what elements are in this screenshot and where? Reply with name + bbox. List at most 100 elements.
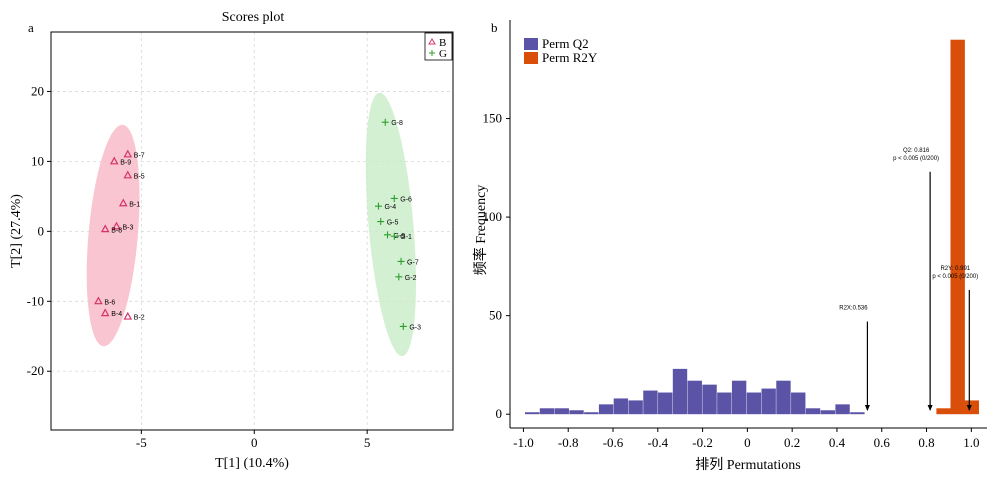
data-point-G-7: G-7 <box>397 257 419 266</box>
legend-item-G: G <box>429 48 447 60</box>
point-marker <box>384 231 392 239</box>
y-tick-label: -20 <box>27 363 44 378</box>
data-point-G-8: G-8 <box>381 118 403 127</box>
legend-item-B: B <box>428 37 446 49</box>
data-point-B-5: B-5 <box>123 170 145 180</box>
chart-a-points: B-7B-9B-5B-1B-3B-8B-6B-4 B-2G-8G-6G-4G-5G… <box>94 118 421 331</box>
annotation-arrow-head <box>927 405 933 411</box>
legend-label: Perm Q2 <box>542 36 589 51</box>
point-marker <box>377 218 385 226</box>
bar-perm-q2 <box>731 380 747 415</box>
chart-b-x-axis-ticks: -1.0 -0.8 -0.6 -0.4 -0.2 0 0.2 0.4 0.6 0.8 1.0 <box>513 428 979 450</box>
annotation-arrow-head <box>966 405 972 411</box>
chart-a-legend: BG <box>424 32 453 61</box>
bar-perm-q2 <box>525 412 540 415</box>
point-label: B-1 <box>129 201 140 208</box>
point-marker <box>390 194 398 202</box>
chart-b-y-axis-label: 频率 Frequency <box>472 185 489 276</box>
chart-a-legend-box <box>424 32 453 61</box>
legend-label: G <box>439 48 447 60</box>
bar-perm-q2 <box>584 412 599 415</box>
bar-perm-q2 <box>598 404 614 415</box>
ellipse-group-G <box>365 92 417 356</box>
chart-a-title: Scores plot <box>222 10 285 25</box>
chart-a-y-axis-ticks: 20 10 0 -10 -20 <box>27 83 51 378</box>
bar-perm-q2 <box>702 384 717 415</box>
bar-perm-q2 <box>628 400 643 415</box>
x-tick-label: 0.8 <box>918 435 934 450</box>
legend-marker <box>428 38 436 45</box>
data-point-B-1: B-1 <box>118 198 140 208</box>
point-label: B-3 <box>122 224 133 231</box>
bar-perm-r2y <box>936 408 951 415</box>
y-tick-label: 100 <box>483 209 503 224</box>
annotation-text: p < 0.005 (0/200) <box>932 274 978 280</box>
data-point-B-3: B-3 <box>112 221 133 231</box>
annotation-text: p < 0.005 (0/200) <box>893 156 939 162</box>
bar-perm-q2 <box>672 368 688 415</box>
bar-perm-q2 <box>776 380 791 415</box>
point-label: B-4 <box>111 311 122 318</box>
bar-perm-q2 <box>746 392 762 415</box>
bar-perm-q2 <box>554 408 569 415</box>
data-point-G-1: G-1 <box>390 232 412 241</box>
bar-perm-q2 <box>569 410 584 415</box>
point-label: B-6 <box>104 299 115 306</box>
x-tick-label: -0.6 <box>603 435 624 450</box>
y-tick-label: -10 <box>27 293 44 308</box>
point-marker <box>100 224 110 233</box>
chart-b-x-axis-label: 排列 Permutations <box>695 457 800 473</box>
point-label: G-8 <box>391 120 403 127</box>
bar-perm-q2 <box>835 404 850 415</box>
y-tick-label: 0 <box>38 223 45 238</box>
data-point-G-9: G-9 <box>384 231 405 240</box>
chart-a-confidence-ellipses <box>86 92 417 356</box>
bar-perm-q2 <box>643 390 658 415</box>
y-tick-label: 20 <box>31 83 44 98</box>
y-tick-label: 150 <box>483 111 503 126</box>
bar-perm-q2 <box>820 410 835 415</box>
point-marker <box>118 198 128 207</box>
legend-item-perm-r2y: Perm R2Y <box>524 50 598 65</box>
legend-swatch <box>524 52 538 64</box>
data-point-G-5: G-5 <box>377 218 399 227</box>
data-point-G-2: G-2 <box>395 273 417 282</box>
x-tick-label: -5 <box>136 435 147 450</box>
x-tick-label: -0.4 <box>648 435 669 450</box>
point-label: B-7 <box>134 152 145 159</box>
point-marker <box>399 322 407 330</box>
bar-perm-q2 <box>805 408 821 415</box>
annotation: R2Y: 0.991 p < 0.005 (0/200) <box>932 266 978 411</box>
y-tick-label: 10 <box>31 153 44 168</box>
data-point-B-9: B-9 <box>109 156 131 166</box>
annotation-arrow-head <box>864 405 870 411</box>
data-point-B-6: B-6 <box>94 296 115 306</box>
bar-perm-q2 <box>539 408 555 415</box>
bar-perm-q2 <box>791 392 806 415</box>
point-label: B-9 <box>120 159 131 166</box>
panel-a-label: a <box>28 20 34 35</box>
x-tick-label: 1.0 <box>963 435 979 450</box>
data-point-G-4: G-4 <box>374 202 396 211</box>
point-label: B-8 <box>111 227 122 234</box>
bar-perm-q2 <box>613 398 629 415</box>
chart-a-y-axis-label: T[2] (27.4%) <box>9 194 24 268</box>
annotation: R2X:0.536 <box>839 306 870 411</box>
data-point-B-8: B-8 <box>100 224 122 234</box>
annotation-text: Q2: 0.816 <box>903 148 930 154</box>
point-marker <box>390 232 398 240</box>
x-tick-label: 0.2 <box>784 435 800 450</box>
point-label: G-9 <box>394 233 406 240</box>
point-label: G-1 <box>400 234 412 241</box>
point-label: G-5 <box>387 220 399 227</box>
point-label: G-3 <box>409 324 421 331</box>
point-marker <box>112 221 121 230</box>
point-label: B-2 <box>134 315 145 322</box>
y-tick-label: 50 <box>489 308 502 323</box>
bar-perm-r2y <box>964 400 979 415</box>
ellipse-group-B <box>86 124 140 347</box>
data-point-G-6: G-6 <box>390 194 412 203</box>
annotation: Q2: 0.816 p < 0.005 (0/200) <box>893 148 939 411</box>
